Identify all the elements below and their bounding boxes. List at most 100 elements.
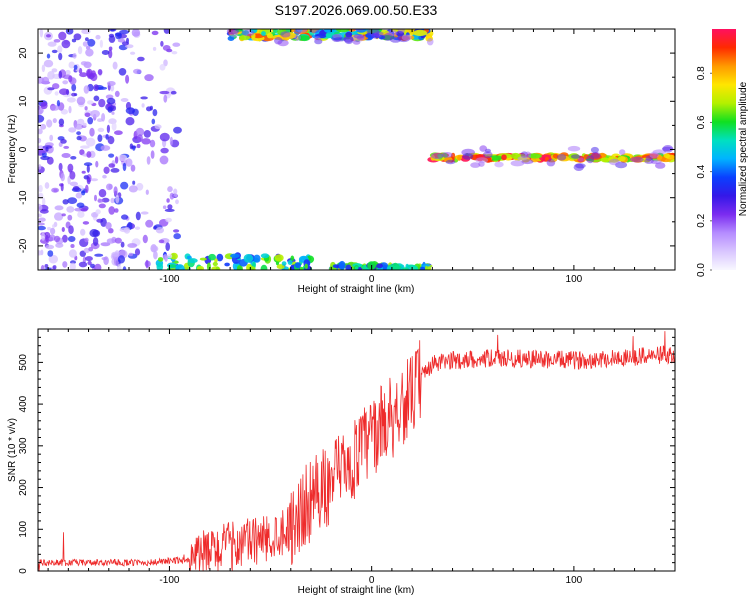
spectrogram-cell: [132, 180, 136, 185]
spectrogram-cell: [557, 154, 567, 161]
colorbar: 0.0 0.2 0.4 0.6 0.8 Normalized spectral ampl…: [696, 29, 749, 277]
spectrogram-cell: [134, 248, 141, 256]
spectrogram-cell: [353, 34, 365, 39]
spectrogram-cell: [314, 36, 321, 42]
spectrogram-cell: [524, 151, 532, 159]
spectrogram-cell: [68, 127, 77, 133]
spectrogram-cell: [167, 204, 173, 210]
spectrogram-cell: [131, 29, 141, 37]
spectrogram-cell: [401, 34, 412, 41]
spectrogram-cell: [260, 264, 268, 270]
spectrogram-cell: [401, 267, 410, 270]
spectrogram-cell: [108, 163, 115, 168]
spectrogram-cell: [125, 74, 130, 84]
spectrogram-cell: [152, 109, 158, 117]
spectrogram-cell: [376, 263, 383, 269]
spectrogram-cell: [108, 33, 115, 38]
spectrogram-cell: [86, 68, 93, 78]
spectrogram-cell: [150, 150, 155, 159]
spectrogram-cell: [41, 76, 50, 85]
spectrogram-cell: [663, 153, 671, 159]
spectrogram-cell: [304, 263, 308, 269]
spectrogram-cell: [590, 146, 599, 154]
spectrogram-cell: [304, 24, 316, 28]
spectrogram-cell: [60, 173, 65, 182]
spectrogram-cell: [72, 186, 80, 191]
spectrogram-cell: [97, 134, 103, 142]
spectrogram-cell: [101, 50, 110, 55]
spectrogram-cell: [100, 145, 111, 151]
spectrogram-cell: [655, 162, 666, 169]
spectrogram-cell: [224, 262, 230, 267]
spectrogram-cell: [167, 186, 173, 193]
spectrogram-cell: [107, 136, 115, 145]
spectrogram-cell: [40, 265, 45, 270]
spectrogram-cell: [63, 145, 70, 149]
spectrogram-cell: [117, 255, 125, 264]
spectrogram-cell: [38, 138, 42, 144]
spectrogram-cell: [97, 127, 105, 133]
spectrogram-cell: [68, 225, 74, 235]
spectrogram-cell: [413, 29, 427, 36]
spectrogram-cell: [430, 152, 444, 160]
spectrogram-cell: [85, 48, 94, 57]
spectrogram-cell: [159, 64, 166, 71]
spectrogram-cell: [100, 242, 111, 247]
spectrogram-cell: [106, 97, 116, 105]
spectrogram-cell: [80, 145, 90, 149]
spectrogram-cell: [38, 250, 43, 256]
spectrogram-cells: [38, 24, 675, 270]
spectrogram-cell: [40, 102, 48, 110]
spectrogram-cell: [68, 75, 73, 83]
spectrogram-cell: [120, 241, 125, 248]
spectrogram-cell: [114, 237, 122, 244]
y-tick-label: 500: [18, 354, 29, 371]
spectrogram-cell: [60, 139, 67, 144]
colorbar-tick-label: 0.0: [696, 263, 707, 277]
spectrogram-cell: [141, 138, 151, 145]
spectrogram-cell: [59, 88, 69, 95]
spectrogram-cell: [397, 29, 405, 34]
spectrogram-cell: [52, 265, 57, 270]
spectrogram-cell: [130, 51, 136, 55]
spectrogram-cell: [170, 252, 178, 260]
spectrogram-cell: [52, 83, 60, 90]
spectrogram-cell: [44, 264, 49, 268]
spectrogram-cell: [199, 257, 207, 261]
snr-xlabel: Height of straight line (km): [298, 585, 415, 596]
spectrogram-cell: [175, 199, 179, 205]
spectrogram-cell: [118, 68, 127, 76]
spectrogram-cell: [103, 256, 109, 265]
spectrogram-cell: [114, 130, 123, 135]
spectrogram-cell: [40, 155, 50, 161]
spectrogram-cell: [67, 197, 78, 205]
spectrogram-cell: [47, 71, 55, 80]
spectrogram-cell: [57, 45, 63, 54]
snr-frame: [37, 328, 676, 572]
spectrogram-cell: [241, 29, 255, 37]
spectrogram-cell: [38, 184, 43, 193]
spectrogram-cell: [160, 40, 164, 47]
spectrogram-cell: [105, 222, 112, 230]
spectrogram-cell: [386, 266, 392, 270]
spectrogram-cell: [159, 155, 169, 165]
spectrogram-cell: [136, 182, 144, 191]
spectrogram-cell: [46, 34, 51, 38]
spectrogram-cell: [55, 242, 64, 248]
spectrogram-cell: [114, 90, 120, 97]
spectrogram-cell: [140, 96, 148, 100]
spectrogram-cell: [62, 80, 69, 85]
spectrogram-cell: [38, 203, 43, 212]
spectrogram-cell: [98, 189, 107, 198]
spectrogram-cell: [67, 236, 76, 242]
spectrogram-cell: [501, 154, 507, 161]
spectrogram-cell: [123, 227, 131, 234]
spectrogram-cell: [120, 98, 129, 102]
spectrogram-cell: [97, 69, 103, 76]
x-tick-label: -100: [159, 575, 179, 586]
spectrogram-cell: [135, 211, 141, 221]
spectrogram-cell: [475, 157, 489, 164]
spectrogram-cell: [125, 158, 133, 167]
spectrogram-cell: [661, 146, 673, 151]
spectrogram-cell: [166, 198, 170, 203]
